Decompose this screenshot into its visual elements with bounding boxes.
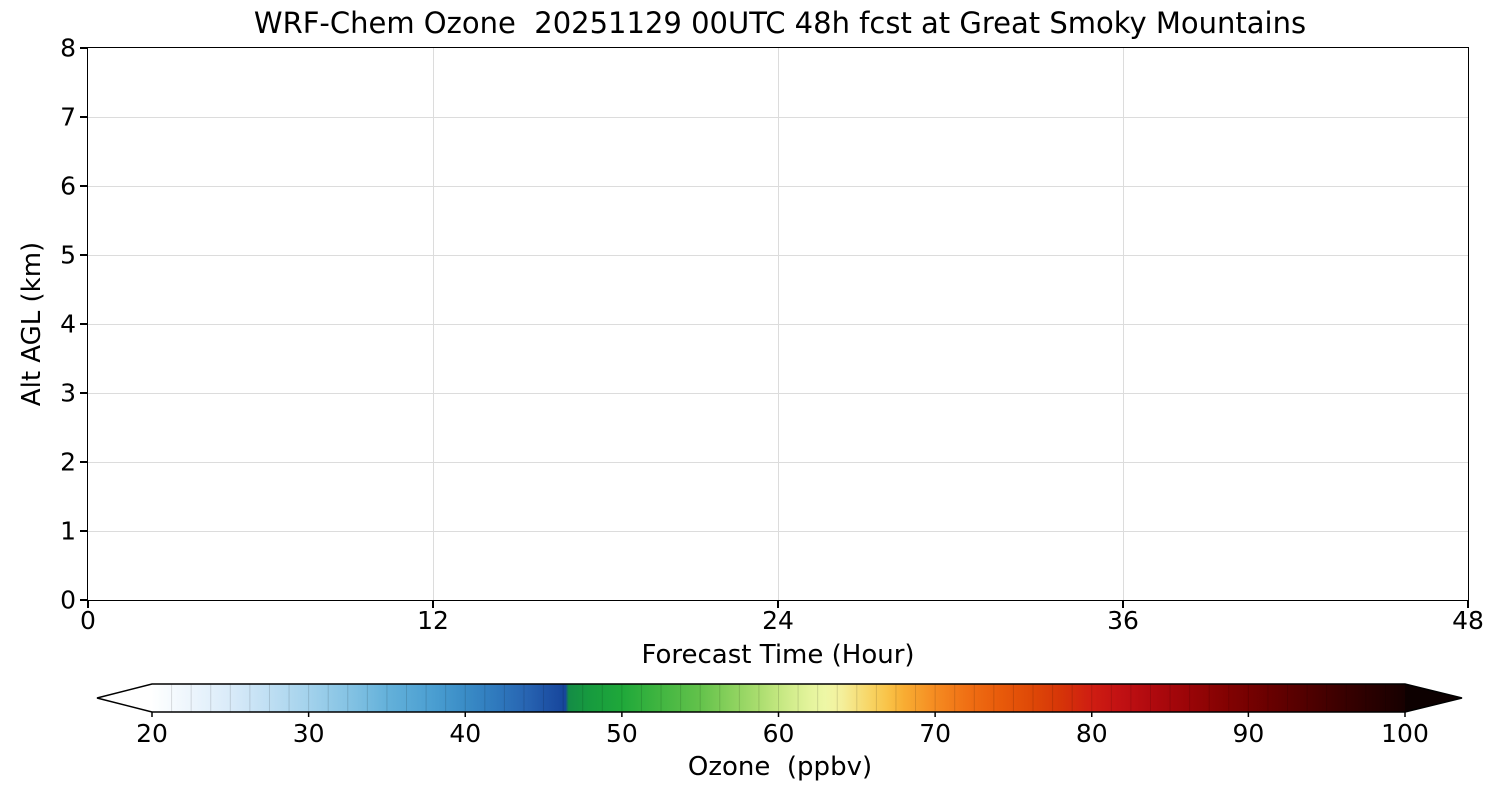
y-tick-label: 5 (60, 240, 76, 270)
colorbar-tick-label: 70 (919, 719, 951, 748)
tick-mark (80, 116, 88, 118)
chart-title: WRF-Chem Ozone 20251129 00UTC 48h fcst a… (253, 6, 1307, 40)
colorbar-tick-label: 50 (605, 719, 638, 748)
tick-mark (80, 599, 88, 601)
tick-mark (80, 392, 88, 394)
x-tick-label: 48 (1452, 606, 1484, 635)
tick-mark (1467, 600, 1469, 608)
gridline (88, 393, 1468, 394)
plot-area (87, 47, 1469, 601)
colorbar (96, 683, 1463, 717)
colorbar-tick-label: 30 (292, 719, 325, 748)
tick-mark (777, 600, 779, 608)
colorbar-over-arrow (1405, 684, 1462, 712)
y-axis-label: Alt AGL (km) (17, 241, 47, 407)
gridline (88, 324, 1468, 325)
colorbar-tick-label: 100 (1381, 719, 1429, 748)
tick-mark (80, 461, 88, 463)
colorbar-ticks (151, 712, 1406, 717)
gridline (88, 255, 1468, 256)
y-tick-label: 8 (60, 33, 76, 63)
tick-mark (80, 323, 88, 325)
colorbar-tick-label: 60 (762, 719, 795, 748)
tick-mark (80, 47, 88, 49)
colorbar-tick-label: 20 (136, 719, 168, 748)
y-tick-label: 1 (60, 516, 76, 546)
x-axis-label: Forecast Time (Hour) (641, 640, 915, 670)
x-tick-label: 12 (417, 606, 449, 635)
y-tick-label: 2 (60, 447, 76, 477)
tick-mark (80, 185, 88, 187)
tick-mark (80, 254, 88, 256)
x-tick-label: 0 (80, 606, 96, 635)
colorbar-tick-label: 90 (1232, 719, 1265, 748)
y-tick-label: 7 (60, 102, 76, 132)
gridline (88, 462, 1468, 463)
colorbar-gradient (152, 684, 1405, 712)
tick-mark (80, 530, 88, 532)
y-tick-label: 3 (60, 378, 76, 408)
x-tick-label: 24 (762, 606, 794, 635)
colorbar-outline (96, 683, 1463, 713)
colorbar-tick-label: 80 (1075, 719, 1108, 748)
y-tick-label: 0 (60, 585, 76, 615)
tick-mark (1122, 600, 1124, 608)
colorbar-label: Ozone (ppbv) (687, 752, 873, 782)
colorbar-tick-label: 40 (449, 719, 482, 748)
x-tick-label: 36 (1107, 606, 1139, 635)
colorbar-under-arrow (97, 684, 152, 712)
gridline (88, 117, 1468, 118)
tick-mark (87, 600, 89, 608)
colorbar-level-dividers (171, 684, 1386, 712)
gridline (88, 186, 1468, 187)
gridline (88, 531, 1468, 532)
y-tick-label: 4 (60, 309, 76, 339)
tick-mark (432, 600, 434, 608)
y-tick-label: 6 (60, 171, 76, 201)
